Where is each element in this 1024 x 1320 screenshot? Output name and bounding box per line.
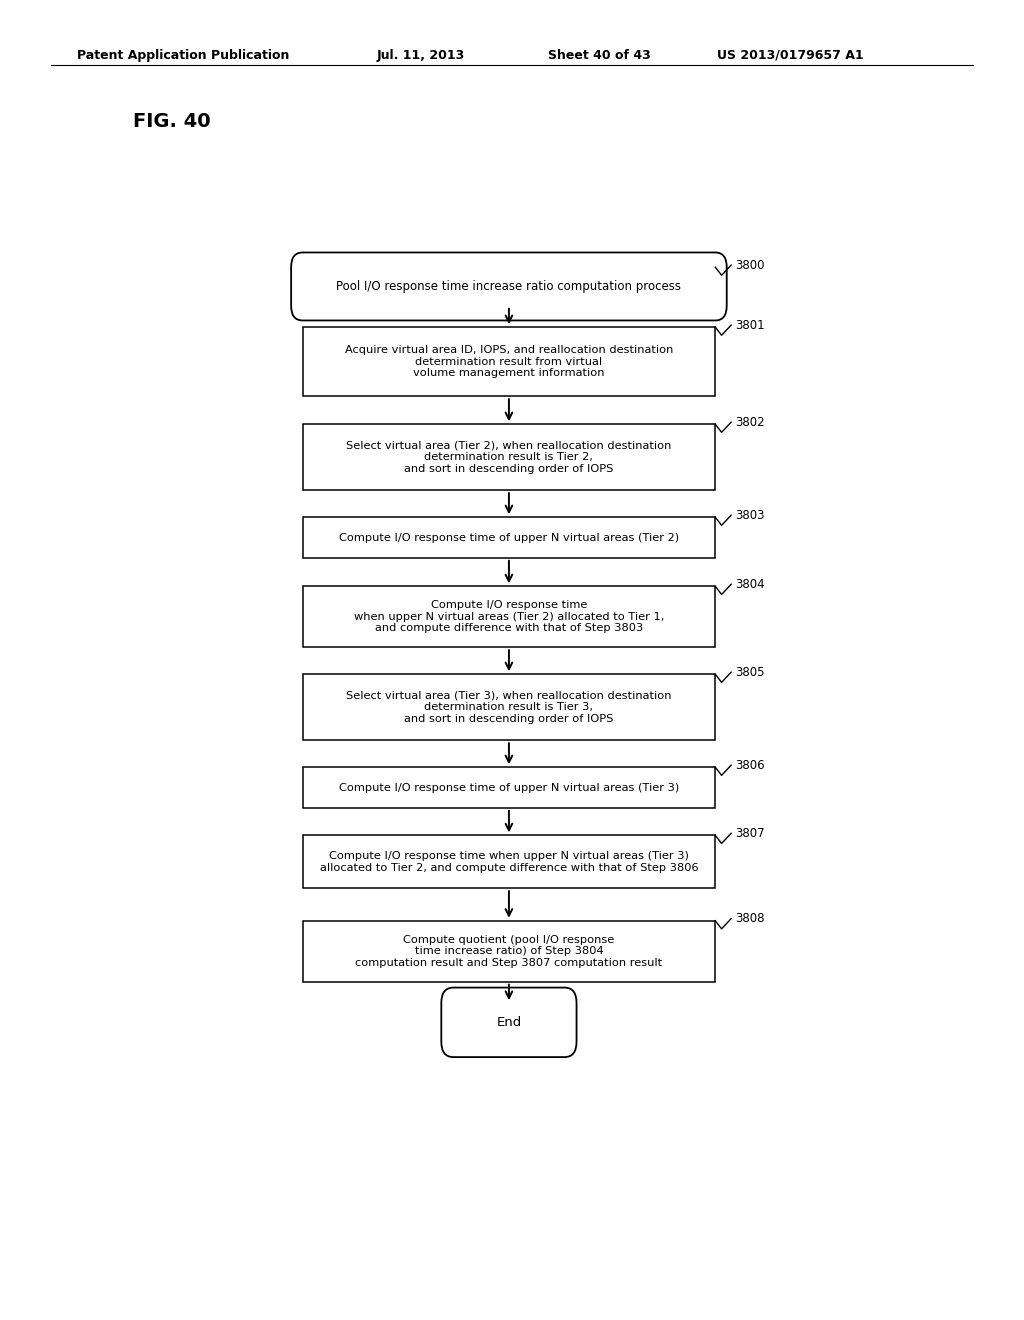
- FancyBboxPatch shape: [303, 327, 715, 396]
- Text: Compute quotient (pool I/O response
time increase ratio) of Step 3804
computatio: Compute quotient (pool I/O response time…: [355, 935, 663, 968]
- Text: Acquire virtual area ID, IOPS, and reallocation destination
determination result: Acquire virtual area ID, IOPS, and reall…: [345, 345, 673, 379]
- Text: 3800: 3800: [735, 259, 765, 272]
- Text: 3804: 3804: [735, 578, 765, 591]
- Text: Patent Application Publication: Patent Application Publication: [77, 49, 289, 62]
- Text: End: End: [497, 1016, 521, 1028]
- Text: 3805: 3805: [735, 665, 765, 678]
- FancyBboxPatch shape: [291, 252, 727, 321]
- FancyBboxPatch shape: [303, 517, 715, 558]
- Text: Sheet 40 of 43: Sheet 40 of 43: [548, 49, 650, 62]
- Text: Compute I/O response time of upper N virtual areas (Tier 2): Compute I/O response time of upper N vir…: [339, 532, 679, 543]
- Text: Jul. 11, 2013: Jul. 11, 2013: [377, 49, 465, 62]
- FancyBboxPatch shape: [303, 675, 715, 741]
- Text: 3802: 3802: [735, 416, 765, 429]
- Text: 3803: 3803: [735, 508, 765, 521]
- FancyBboxPatch shape: [441, 987, 577, 1057]
- FancyBboxPatch shape: [303, 586, 715, 647]
- Text: 3806: 3806: [735, 759, 765, 772]
- Text: Pool I/O response time increase ratio computation process: Pool I/O response time increase ratio co…: [337, 280, 681, 293]
- FancyBboxPatch shape: [303, 424, 715, 490]
- Text: 3807: 3807: [735, 826, 765, 840]
- Text: Compute I/O response time
when upper N virtual areas (Tier 2) allocated to Tier : Compute I/O response time when upper N v…: [353, 601, 665, 634]
- FancyBboxPatch shape: [303, 836, 715, 888]
- FancyBboxPatch shape: [303, 921, 715, 982]
- Text: 3801: 3801: [735, 318, 765, 331]
- Text: Compute I/O response time when upper N virtual areas (Tier 3)
allocated to Tier : Compute I/O response time when upper N v…: [319, 851, 698, 873]
- FancyBboxPatch shape: [303, 767, 715, 808]
- Text: Select virtual area (Tier 2), when reallocation destination
determination result: Select virtual area (Tier 2), when reall…: [346, 441, 672, 474]
- Text: Compute I/O response time of upper N virtual areas (Tier 3): Compute I/O response time of upper N vir…: [339, 783, 679, 792]
- Text: 3808: 3808: [735, 912, 765, 925]
- Text: US 2013/0179657 A1: US 2013/0179657 A1: [717, 49, 863, 62]
- Text: Select virtual area (Tier 3), when reallocation destination
determination result: Select virtual area (Tier 3), when reall…: [346, 690, 672, 723]
- Text: FIG. 40: FIG. 40: [133, 112, 211, 131]
